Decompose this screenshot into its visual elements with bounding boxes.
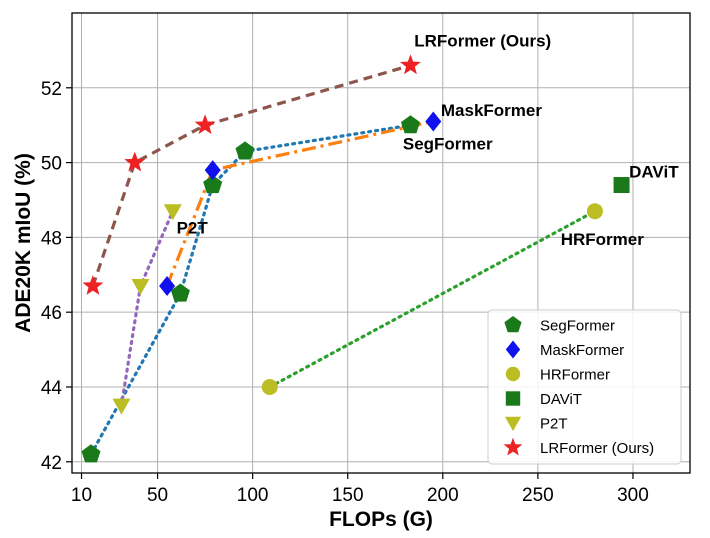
p2t-line bbox=[119, 209, 175, 408]
legend-marker bbox=[504, 416, 522, 432]
annotations: LRFormer (Ours) MaskFormer SegFormer DAViT H… bbox=[177, 32, 680, 249]
x-axis-label: FLOPs (G) bbox=[329, 508, 433, 531]
maskformer-point bbox=[159, 276, 176, 297]
lrformer-ours-point bbox=[124, 151, 146, 172]
legend-marker bbox=[505, 366, 521, 382]
legend-label: P2T bbox=[540, 416, 568, 433]
y-axis-label: ADE20K mIoU (%) bbox=[12, 153, 35, 333]
x-tick-label: 250 bbox=[522, 485, 554, 506]
p2t-point bbox=[163, 204, 182, 221]
lrformer-ours-point bbox=[82, 275, 104, 295]
axis-ticks: 10 50 100 150 200 250 300 42 44 46 48 50 52 bbox=[41, 79, 649, 506]
segformer-point bbox=[235, 141, 255, 160]
hrformer-point bbox=[261, 378, 278, 395]
lrformer-ours-line bbox=[91, 63, 411, 287]
segformer-point bbox=[170, 283, 190, 302]
hrformer-line bbox=[268, 209, 597, 389]
x-tick-label: 10 bbox=[71, 485, 92, 506]
hrformer-point bbox=[586, 203, 603, 220]
p2t-point bbox=[131, 279, 150, 296]
lrformer-ours-point bbox=[400, 54, 421, 75]
legend: SegFormer MaskFormer HRFormer DAViT P2T LRFor… bbox=[487, 309, 682, 465]
annotation-label: P2T bbox=[177, 219, 209, 238]
x-tick-label: 200 bbox=[427, 485, 459, 506]
y-tick-label: 50 bbox=[41, 154, 62, 175]
y-tick-label: 48 bbox=[41, 228, 62, 249]
annotation-label: HRFormer bbox=[561, 230, 645, 249]
x-tick-label: 100 bbox=[237, 485, 269, 506]
x-tick-label: 150 bbox=[332, 485, 364, 506]
annotation-label: DAViT bbox=[629, 163, 679, 182]
plot-frame bbox=[71, 12, 691, 474]
maskformer-line bbox=[165, 119, 434, 287]
annotation-label: SegFormer bbox=[403, 135, 493, 154]
p2t-point bbox=[112, 398, 131, 415]
y-tick-label: 52 bbox=[41, 79, 62, 100]
davit-point bbox=[613, 177, 630, 194]
legend-marker bbox=[505, 391, 521, 406]
x-tick-label: 300 bbox=[617, 485, 649, 506]
legend-label: LRFormer (Ours) bbox=[540, 440, 654, 457]
maskformer-point bbox=[425, 111, 442, 132]
segformer-point bbox=[401, 115, 420, 134]
y-tick-label: 44 bbox=[41, 378, 63, 399]
maskformer-point bbox=[204, 160, 221, 181]
lrformer-ours-point bbox=[194, 114, 216, 135]
y-tick-label: 46 bbox=[41, 303, 62, 324]
legend-marker bbox=[504, 316, 522, 333]
legend-label: MaskFormer bbox=[540, 342, 624, 359]
y-tick-label: 42 bbox=[41, 453, 62, 474]
legend-marker bbox=[505, 340, 521, 359]
annotation-label: LRFormer (Ours) bbox=[414, 32, 551, 51]
legend-label: SegFormer bbox=[540, 318, 615, 335]
segformer-point bbox=[81, 444, 101, 463]
legend-label: DAViT bbox=[540, 391, 582, 408]
annotation-label: MaskFormer bbox=[441, 101, 542, 120]
series-markers bbox=[81, 54, 630, 463]
x-tick-label: 50 bbox=[147, 485, 168, 506]
legend-label: HRFormer bbox=[540, 367, 610, 384]
segformer-point bbox=[203, 175, 223, 194]
legend-box bbox=[487, 309, 682, 465]
legend-marker bbox=[503, 437, 523, 456]
